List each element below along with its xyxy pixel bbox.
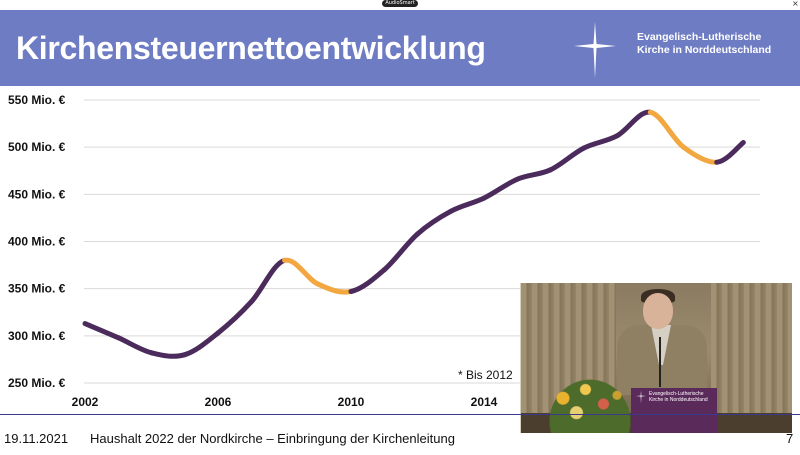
series-line-segment xyxy=(82,321,121,341)
cross-icon xyxy=(574,22,616,78)
footer-title: Haushalt 2022 der Nordkirche – Einbringu… xyxy=(90,431,455,446)
footer-date: 19.11.2021 xyxy=(4,431,69,446)
x-tick-label: 2014 xyxy=(471,395,498,409)
series-line-segment xyxy=(481,176,520,201)
speaker-head xyxy=(643,293,673,329)
series-line-segment xyxy=(415,208,454,237)
window-top-bar: AudioSmart × xyxy=(0,0,800,10)
speaker-video[interactable]: Evangelisch-Lutherische Kirche in Nordde… xyxy=(520,283,792,433)
series-line-segment xyxy=(115,335,154,356)
lectern-label-line1: Evangelisch-Lutherische xyxy=(649,391,704,397)
series-line-segment xyxy=(614,109,653,139)
chart-grid xyxy=(84,99,760,384)
y-axis-labels: 550 Mio. € 500 Mio. € 450 Mio. € 400 Mio. €… xyxy=(8,93,66,390)
page-number: 7 xyxy=(786,431,794,446)
series-line-segment xyxy=(182,330,221,358)
chart-footnote: * Bis 2012 xyxy=(458,368,513,382)
curtain-right xyxy=(711,283,792,433)
lectern-label-line2: Kirche in Norddeutschland xyxy=(649,397,708,403)
x-tick-label: 2006 xyxy=(205,395,232,409)
footer-divider xyxy=(0,414,800,415)
flower-arrangement xyxy=(545,375,635,433)
slide-title: Kirchensteuernettoentwicklung xyxy=(16,30,486,66)
org-name: Evangelisch-Lutherische Kirche in Nordde… xyxy=(637,31,797,57)
lectern-cross-icon xyxy=(636,390,646,404)
org-name-line2: Kirche in Norddeutschland xyxy=(637,44,772,56)
x-tick-label: 2010 xyxy=(338,395,365,409)
revenue-line-chart: 550 Mio. € 500 Mio. € 450 Mio. € 400 Mio. €… xyxy=(8,93,760,409)
series-line-segment-highlight xyxy=(647,109,686,150)
series-line-segment xyxy=(514,167,553,182)
audiosmart-pill[interactable]: AudioSmart xyxy=(382,0,418,7)
y-tick-label: 450 Mio. € xyxy=(8,187,66,201)
series-line-segment xyxy=(381,231,420,273)
series-line-segment xyxy=(448,195,487,214)
x-axis-labels: 2002 2006 2010 2014 xyxy=(72,395,498,409)
series-line-segment xyxy=(581,133,620,151)
chart-series xyxy=(82,109,746,359)
y-tick-label: 500 Mio. € xyxy=(8,140,66,154)
microphone-icon xyxy=(659,337,661,387)
series-line-segment xyxy=(215,299,254,336)
lectern: Evangelisch-Lutherische Kirche in Nordde… xyxy=(631,388,717,433)
close-icon[interactable]: × xyxy=(792,0,799,8)
series-line-segment xyxy=(714,139,746,165)
series-line-segment-highlight xyxy=(315,281,354,295)
y-tick-label: 350 Mio. € xyxy=(8,282,66,296)
y-tick-label: 250 Mio. € xyxy=(8,376,66,390)
series-line-segment xyxy=(348,267,387,294)
series-line-segment xyxy=(248,257,287,305)
series-line-segment-highlight xyxy=(681,144,720,165)
lectern-label: Evangelisch-Lutherische Kirche in Nordde… xyxy=(649,391,715,403)
y-tick-label: 400 Mio. € xyxy=(8,235,66,249)
y-tick-label: 300 Mio. € xyxy=(8,329,66,343)
slide-header: Kirchensteuernettoentwicklung Evangelisc… xyxy=(0,10,800,86)
series-line-segment xyxy=(149,350,188,359)
x-tick-label: 2002 xyxy=(72,395,99,409)
y-tick-label: 550 Mio. € xyxy=(8,93,66,107)
org-name-line1: Evangelisch-Lutherische xyxy=(637,31,762,43)
series-line-segment-highlight xyxy=(282,257,321,287)
series-line-segment xyxy=(548,145,587,173)
